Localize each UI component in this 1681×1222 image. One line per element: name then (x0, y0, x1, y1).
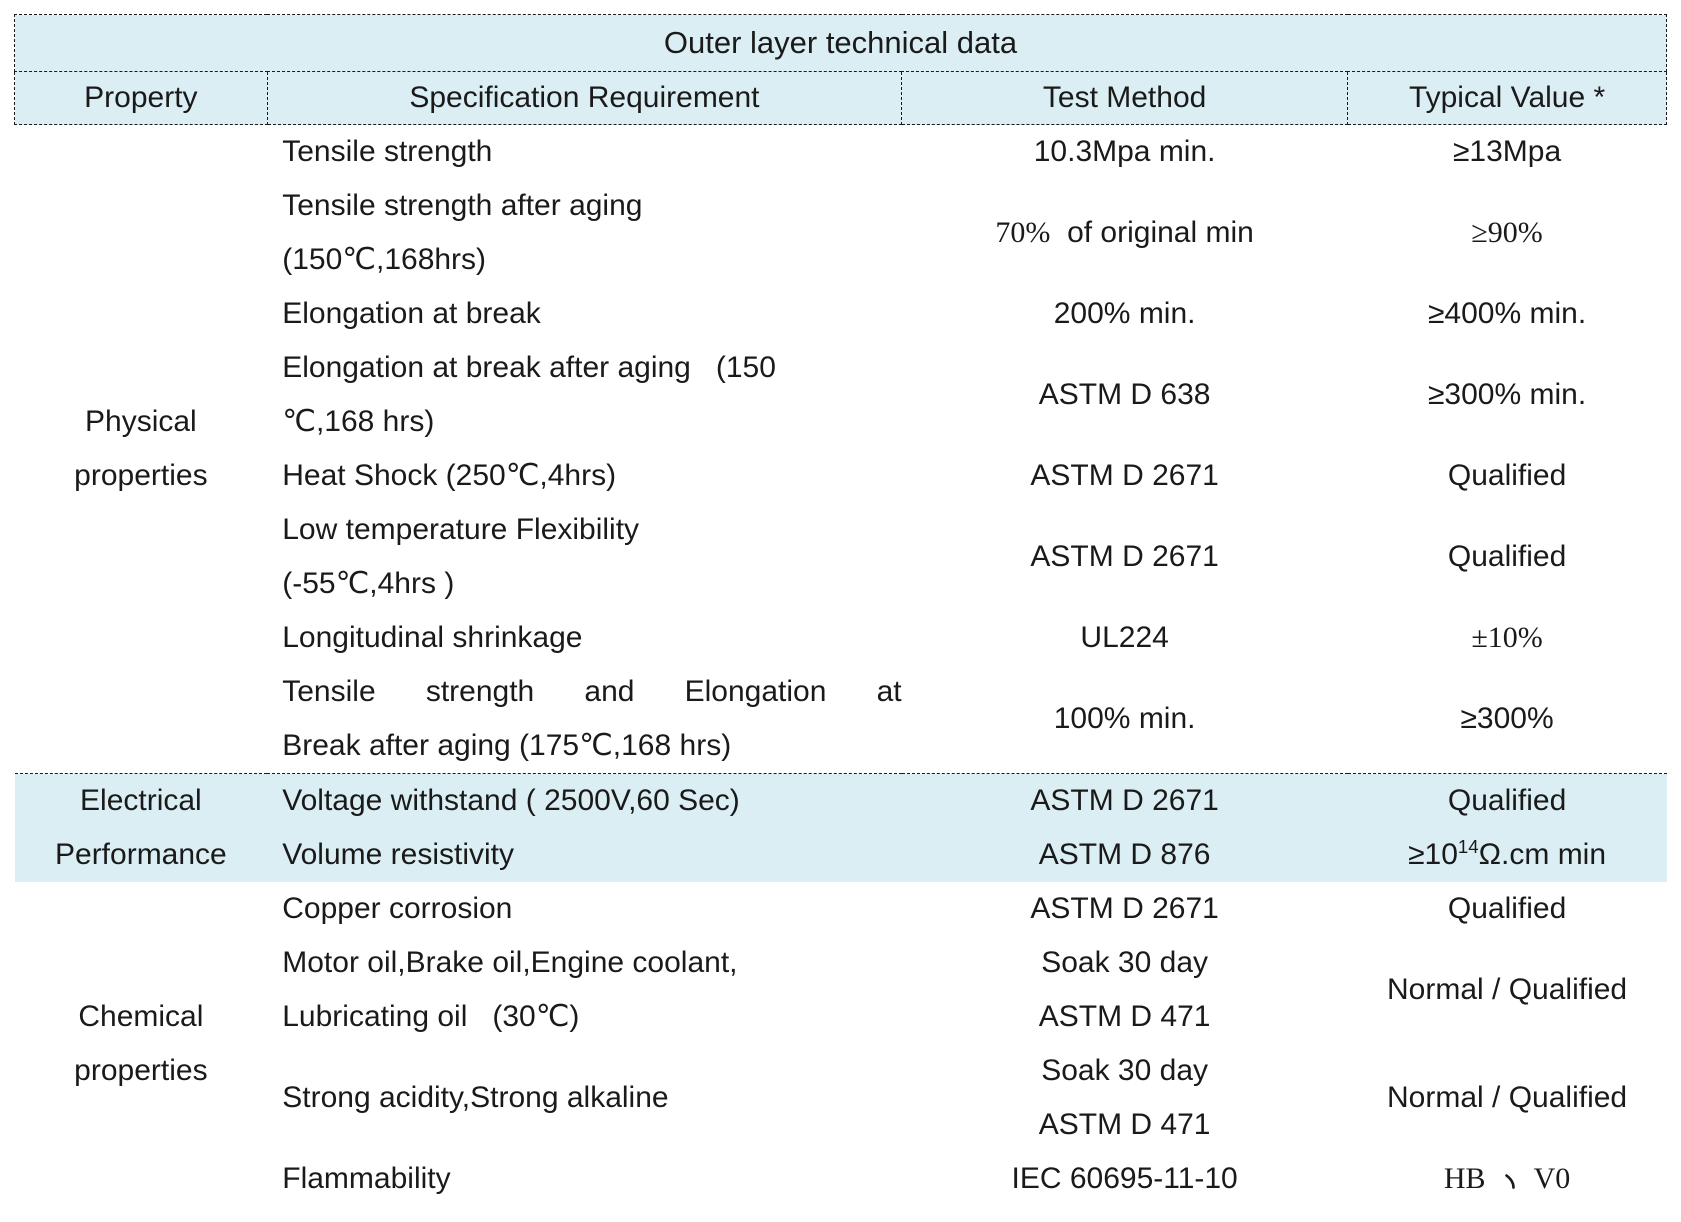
table-head: Outer layer technical data Property Spec… (14, 14, 1667, 125)
typical-cell: ≥90% (1471, 216, 1543, 249)
column-header-row: Property Specification Requirement Test … (14, 71, 1667, 125)
method-cell: 10.3Mpa min. (1033, 135, 1216, 168)
method-cell: ASTM D 2671 (1030, 459, 1219, 492)
method-cell: 70% of original min (995, 216, 1254, 249)
table-row: Physical properties Tensile strength 10.3M… (15, 125, 1667, 492)
table-row: Tensile strength after aging (150℃,168hr… (15, 179, 1667, 287)
table-row: Elongation at break after aging (150 ℃,1… (15, 341, 1667, 449)
typical-cell: ≥1014Ω.cm min (1347, 828, 1667, 882)
method-cell: ASTM D 2671 (1030, 892, 1219, 925)
typical-cell: ≥400% min. (1427, 297, 1587, 330)
table-row: Longitudinal shrinkage UL224 ±10% (15, 611, 1667, 665)
method-cell: ASTM D 638 (1038, 378, 1211, 411)
method-cell: ASTM D 876 (901, 828, 1348, 882)
spec-cell: Tensile strength (282, 135, 493, 168)
spec-cell: Copper corrosion (282, 892, 513, 925)
spec-cell: Tensile strength after aging (150℃,168hr… (282, 189, 643, 276)
technical-data-table: Outer layer technical data Property Spec… (14, 14, 1667, 1206)
table-body: Physical properties Tensile strength 10.3M… (14, 125, 1667, 1207)
table-row: Tensile strength and Elongation at Break … (15, 665, 1667, 774)
typical-cell: HB V0 (1348, 1152, 1667, 1206)
typical-cell: Qualified (1447, 892, 1567, 925)
spec-cell: Flammability (282, 1162, 451, 1195)
spec-cell: Volume resistivity (267, 828, 902, 882)
method-cell: Soak 30 day ASTM D 471 (1038, 946, 1211, 1033)
method-cell: 200% min. (1053, 297, 1196, 330)
table-row: Volume resistivity ASTM D 876 ≥1014Ω.cm mi… (15, 828, 1667, 882)
spec-cell: Motor oil,Brake oil,Engine coolant, Lubr… (282, 946, 738, 1033)
typical-cell: ±10% (1471, 621, 1543, 654)
table-row: Heat Shock (250℃,4hrs) ASTM D 2671 Qualifi… (15, 449, 1667, 503)
table-title: Outer layer technical data (14, 14, 1667, 72)
spec-cell: Elongation at break (282, 297, 541, 330)
typical-cell: Qualified (1447, 459, 1567, 492)
typical-cell: ≥300% min. (1427, 378, 1587, 411)
table-row: Electrical Performance Voltage withstand … (14, 773, 1667, 882)
table-row: Flammability IEC 60695-11-10 HB V0 (15, 1152, 1667, 1206)
spec-cell: Longitudinal shrinkage (282, 621, 583, 654)
method-cell: ASTM D 2671 (901, 773, 1348, 828)
table-row: Motor oil,Brake oil,Engine coolant, Lubr… (15, 936, 1667, 1044)
method-cell: Soak 30 day ASTM D 471 (1038, 1054, 1211, 1141)
typical-cell: Normal / Qualified (1387, 1081, 1628, 1114)
typical-cell: ≥300% (1460, 702, 1554, 735)
typical-cell: Qualified (1347, 773, 1667, 828)
spec-cell: Voltage withstand ( 2500V,60 Sec) (267, 773, 902, 828)
method-cell: ASTM D 2671 (1030, 540, 1219, 573)
table-row: Strong acidity,Strong alkaline Soak 30 da… (15, 1044, 1667, 1152)
spec-cell: Elongation at break after aging (150 ℃,1… (282, 351, 776, 438)
method-cell: 100% min. (1053, 702, 1196, 735)
method-cell: IEC 60695-11-10 (1011, 1162, 1238, 1195)
spec-cell: Low temperature Flexibility (-55℃,4hrs ) (282, 513, 640, 600)
typical-cell: ≥13Mpa (1452, 135, 1562, 168)
property-cell: Chemical properties (74, 1000, 208, 1087)
title-row: Outer layer technical data (14, 14, 1667, 72)
column-header-typical-value: Typical Value * (1347, 71, 1667, 125)
ideographic-comma-icon (1504, 1152, 1516, 1206)
spec-cell: Heat Shock (250℃,4hrs) (282, 459, 617, 492)
property-cell: Physical properties (74, 405, 208, 492)
column-header-specification: Specification Requirement (266, 71, 903, 125)
spec-cell: Tensile strength and Elongation at Break … (282, 675, 902, 762)
property-cell: Electrical Performance (14, 773, 268, 882)
method-cell: UL224 (1080, 621, 1169, 654)
typical-cell: Qualified (1447, 540, 1567, 573)
table-row: Low temperature Flexibility (-55℃,4hrs )… (15, 503, 1667, 611)
column-header-property: Property (14, 71, 268, 125)
typical-cell: Normal / Qualified (1387, 973, 1628, 1006)
table-row: Chemical properties Copper corrosion ASTM … (15, 882, 1667, 1087)
column-header-test-method: Test Method (901, 71, 1349, 125)
table-row: Elongation at break 200% min. ≥400% min. (15, 287, 1667, 341)
spec-cell: Strong acidity,Strong alkaline (282, 1081, 669, 1114)
